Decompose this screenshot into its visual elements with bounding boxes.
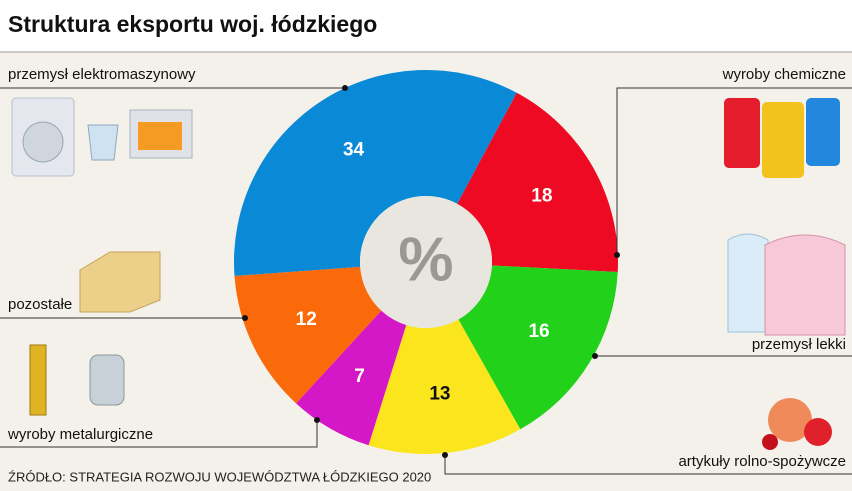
category-label: artykuły rolno-spożywcze [678, 453, 846, 470]
leader-dot [592, 353, 598, 359]
value-label: 18 [531, 186, 552, 207]
leader-dot [342, 85, 348, 91]
leader-dot [242, 315, 248, 321]
leader-line [444, 455, 852, 475]
slice [234, 266, 382, 404]
leader-line [0, 420, 318, 448]
header-bg [0, 0, 852, 52]
category-label: pozostałe [8, 296, 72, 313]
donut-hole [360, 196, 492, 328]
slice [368, 319, 521, 454]
slice [234, 69, 517, 277]
leader-dot [442, 452, 448, 458]
category-label: przemysł lekki [752, 336, 846, 353]
value-label: 16 [528, 321, 549, 342]
leader-line [616, 87, 852, 255]
value-label: 34 [343, 139, 365, 160]
slice [458, 265, 618, 430]
value-label: 12 [296, 309, 317, 330]
chart-title: Struktura eksportu woj. łódzkiego [8, 11, 377, 37]
category-label: wyroby metalurgiczne [7, 426, 153, 443]
value-label: 7 [354, 366, 365, 387]
icons [11, 97, 846, 450]
center-label: % [398, 225, 453, 294]
value-label: 13 [429, 383, 450, 404]
category-label: przemysł elektromaszynowy [8, 66, 196, 83]
leader-dot [614, 252, 620, 258]
source-note: ŹRÓDŁO: STRATEGIA ROZWOJU WOJEWÓDZTWA ŁÓ… [8, 469, 431, 484]
category-label: wyroby chemiczne [722, 66, 846, 83]
slice [457, 92, 618, 273]
leader-dot [314, 417, 320, 423]
slice [296, 310, 407, 446]
